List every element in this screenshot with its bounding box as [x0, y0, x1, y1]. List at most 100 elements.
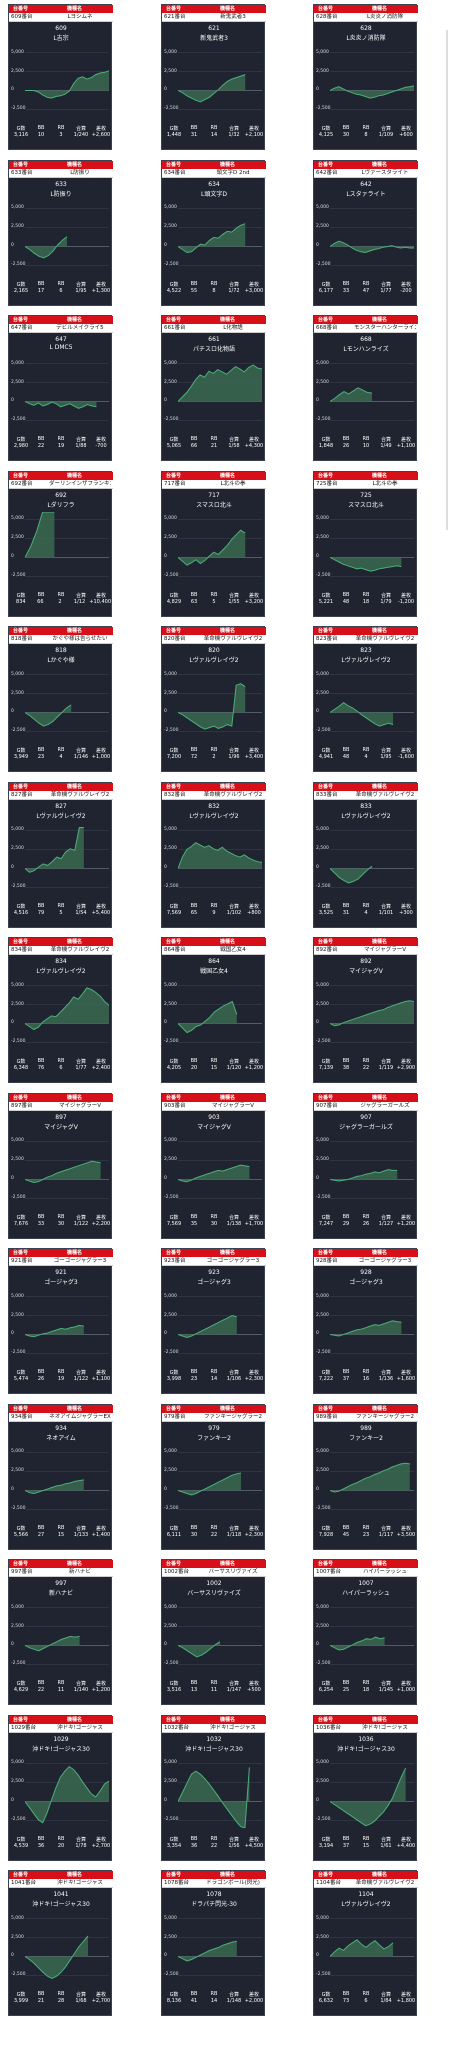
- stats-block: G数 BB RB 合算 差枚 6,632 73 6 1/84 +1,800: [316, 1991, 416, 2004]
- stat-value: 5,065: [166, 443, 182, 449]
- machine-card[interactable]: 台番号 機種名 609番台 Lヨシムネ 609 L吉宗 5,000 2,500 0 -2,500 G…: [8, 4, 113, 150]
- machine-name: ゴーゴージャグラー3: [206, 1258, 260, 1264]
- machine-card[interactable]: 台番号 機種名 647番台 デビルメイクライ5 647 L DMC5 5,000 2,500 0…: [8, 315, 113, 461]
- stat-value: 21: [37, 1998, 45, 2004]
- stats-header-row: G数 BB RB 合算 差枚: [11, 281, 111, 288]
- stat-header: BB: [342, 1213, 350, 1220]
- stat-value: 47: [362, 287, 370, 294]
- stat-value: 22: [37, 1687, 45, 1693]
- machine-card[interactable]: 台番号 機種名 634番台 頭文字D 2nd 634 L頭文字D 5,000 2,500 0 -2…: [161, 159, 266, 306]
- machine-label: 1007番台: [316, 1569, 341, 1575]
- machine-card[interactable]: 台番号 機種名 633番台 L防振り 633 L防振り 5,000 2,500 0 -2,500 G…: [8, 159, 113, 306]
- stat-value: +300: [399, 909, 413, 916]
- machine-card[interactable]: 台番号 機種名 864番台 戦国乙女4 864 戦国乙女4 5,000 2,500 0 -2,50…: [161, 937, 266, 1083]
- machine-card[interactable]: 台番号 機種名 1032番台 沖ドキ!ゴージャス 1032 沖ドキ!ゴージャス30 5,00…: [161, 1714, 266, 1861]
- y-axis-label: 2,500: [316, 846, 329, 852]
- machine-card[interactable]: 台番号 機種名 921番台 ゴーゴージャグラー3 921 ゴージャグ3 5,000 2,500…: [8, 1248, 113, 1394]
- stat-header: 差枚: [248, 1992, 259, 1998]
- stat-header: 差枚: [400, 1992, 411, 1998]
- stats-block: G数 BB RB 合算 差枚 1,448 31 14 1/32 +2,100: [164, 125, 264, 138]
- stat-value: +2,700: [91, 1998, 111, 2004]
- stats-block: G数 BB RB 合算 差枚 5,474 26 19 1/122 +1,100: [11, 1369, 111, 1382]
- machine-label: 628番台: [316, 14, 338, 20]
- machine-card[interactable]: 台番号 機種名 832番台 革命機ヴァルヴレイヴ2 832 Lヴァルヴレイヴ2 5,000 2…: [161, 781, 266, 928]
- machine-label: 1002番台: [164, 1569, 189, 1575]
- y-axis-label: -2,500: [316, 883, 331, 889]
- card-subheader: 923番台 ゴーゴージャグラー3: [162, 1257, 266, 1266]
- y-axis-label: 0: [164, 1953, 167, 1959]
- stat-header: RB: [362, 747, 370, 753]
- machine-card[interactable]: 台番号 機種名 692番台 ダーリンインザフランキス 692 Lダリフラ 5,000 2,50…: [8, 470, 113, 617]
- machine-card[interactable]: 台番号 機種名 820番台 革命機ヴァルヴレイヴ2 820 Lヴァルヴレイヴ2 5,000 2…: [161, 626, 266, 772]
- machine-card[interactable]: 台番号 機種名 668番台 モンスターハンターライズ 668 Lモンハンライズ 5,000 2…: [313, 315, 418, 461]
- y-axis-label: 2,500: [316, 68, 329, 74]
- y-axis-label: 2,500: [11, 535, 24, 541]
- machine-card[interactable]: 台番号 機種名 892番台 マイジャグラーV 892 マイジャグV 5,000 2,500 0 -…: [313, 937, 418, 1083]
- y-axis-label: 0: [316, 1953, 319, 1959]
- y-axis-label: 5,000: [164, 1604, 177, 1610]
- stat-value: 1/72: [228, 287, 240, 294]
- stat-value: 1/77: [380, 287, 392, 294]
- stat-value: +1,100: [91, 1376, 111, 1382]
- machine-card[interactable]: 台番号 機種名 628番台 L炎炎ノ消防隊 628 L炎炎ノ消防隊 5,000 2,500 0 -…: [313, 4, 418, 150]
- card-subheader: 1078番台 ドラゴンボール(閃光): [162, 1879, 266, 1888]
- stat-header: 差枚: [95, 903, 106, 910]
- machine-card[interactable]: 台番号 機種名 1029番台 沖ドキ!ゴージャス 1029 沖ドキ!ゴージャス30 5,00…: [8, 1714, 113, 1861]
- machine-card[interactable]: 台番号 機種名 818番台 かぐや様は告らせたい 818 Lかぐや様 5,000 2,500 0…: [8, 626, 113, 772]
- machine-card[interactable]: 台番号 機種名 923番台 ゴーゴージャグラー3 923 ゴージャグ3 5,000 2,500…: [161, 1248, 266, 1394]
- slump-line: [330, 1767, 407, 1826]
- machine-card[interactable]: 台番号 機種名 907番台 ジャグラーガールズ 907 ジャグラーガールズ 5,000 2,5…: [313, 1092, 418, 1239]
- stats-value-row: 4,522 55 8 1/72 +3,000: [164, 288, 264, 294]
- machine-card[interactable]: 台番号 機種名 833番台 革命機ヴァルヴレイヴ2 833 Lヴァルヴレイヴ2 5,000 2…: [313, 781, 418, 928]
- machine-card[interactable]: 台番号 機種名 928番台 ゴーゴージャグラー3 928 ゴージャグ3 5,000 2,500…: [313, 1248, 418, 1394]
- stat-value: +1,200: [244, 1065, 264, 1071]
- machine-card[interactable]: 台番号 機種名 823番台 革命機ヴァルヴレイヴ2 823 Lヴァルヴレイヴ2 5,000 2…: [313, 626, 418, 772]
- machine-card[interactable]: 台番号 機種名 725番台 L北斗の拳 725 スマスロ北斗 5,000 2,500 0 -2,5…: [313, 470, 418, 617]
- stat-header: RB: [57, 747, 65, 753]
- machine-card[interactable]: 台番号 機種名 834番台 革命機ヴァルヴレイヴ2 834 Lヴァルヴレイヴ2 5,000 2…: [8, 937, 113, 1083]
- machine-card[interactable]: 台番号 機種名 989番台 ファンキージャグラー2 989 ファンキー2 5,000 2,50…: [313, 1403, 418, 1550]
- machine-card[interactable]: 台番号 機種名 717番台 L北斗の拳 717 スマスロ北斗 5,000 2,500 0 -2,5…: [161, 470, 266, 617]
- stats-block: G数 BB RB 合算 差枚 4,125 30 8 1/109 +600: [316, 125, 416, 138]
- card-header: 台番号 機種名: [162, 1715, 266, 1724]
- y-axis-label: 5,000: [164, 516, 177, 522]
- card-subheader: 1036番台 沖ドキ!ゴージャス: [314, 1723, 418, 1733]
- y-axis-label: -2,500: [164, 1505, 179, 1511]
- machine-card[interactable]: 台番号 機種名 1041番台 沖ドキ!ゴージャス 1041 沖ドキ!ゴージャス30 5,00…: [8, 1870, 113, 2016]
- y-axis-label: 0: [11, 398, 14, 404]
- machine-card[interactable]: 台番号 機種名 1078番台 ドラゴンボール(閃光) 1078 ドラパチ閃光-30 5,00…: [161, 1870, 266, 2016]
- header-model-label: 機種名: [67, 1561, 83, 1567]
- machine-card[interactable]: 台番号 機種名 1002番台 バーサスリヴァイズ 1002 バーサスリヴァイズ 5,000 2…: [161, 1559, 266, 1705]
- scrollbar[interactable]: [446, 30, 448, 530]
- y-axis-label: 0: [316, 553, 319, 559]
- stats-value-row: 6,348 76 6 1/77 +2,400: [11, 1065, 111, 1071]
- machine-card[interactable]: 台番号 機種名 1007番台 ハイパーラッシュ 1007 ハイパーラッシュ 5,000 2,5…: [313, 1559, 418, 1705]
- machine-card[interactable]: 台番号 機種名 642番台 Lヴァースタライト 642 Lスタァライト 5,000 2,500…: [313, 159, 418, 306]
- stats-value-row: 4,539 36 20 1/78 +2,700: [11, 1843, 111, 1849]
- machine-card[interactable]: 台番号 機種名 934番台 ネオアイムジャグラーEX 934 ネオアイム 5,000 2,50…: [8, 1403, 113, 1550]
- machine-card[interactable]: 台番号 機種名 1036番台 沖ドキ!ゴージャス 1036 沖ドキ!ゴージャス30 5,00…: [313, 1714, 418, 1861]
- slump-line: [330, 556, 402, 572]
- slump-chart: [25, 1296, 109, 1354]
- machine-card[interactable]: 台番号 機種名 621番台 新鬼武者3 621 新鬼武者3 5,000 2,500 0 -2,50…: [161, 4, 266, 150]
- y-axis-label: 5,000: [11, 1293, 24, 1299]
- machine-card[interactable]: 台番号 機種名 897番台 マイジャグラーV 897 マイジャグV 5,000 2,500 0 -…: [8, 1092, 113, 1239]
- slump-chart: [25, 1918, 109, 1980]
- stats-header-row: G数 BB RB 合算 差枚: [11, 1214, 111, 1221]
- machine-card[interactable]: 台番号 機種名 903番台 マイジャグラーV 903 マイジャグV 5,000 2,500 0 -…: [161, 1092, 266, 1239]
- machine-card[interactable]: 台番号 機種名 979番台 ファンキージャグラー2 979 ファンキー2 5,000 2,50…: [161, 1403, 266, 1550]
- stat-value: +10,400: [89, 598, 111, 605]
- header-model-label: 機種名: [372, 628, 388, 634]
- header-model-label: 機種名: [220, 939, 236, 945]
- machine-card[interactable]: 台番号 機種名 997番台 新ハナビ 997 新ハナビ 5,000 2,500 0 -2,500 G…: [8, 1559, 113, 1705]
- slump-area: [178, 1766, 250, 1828]
- stats-value-row: 3,999 21 28 1/68 +2,700: [11, 1998, 111, 2004]
- machine-card[interactable]: 台番号 機種名 661番台 L化物語 661 パチスロ化物語 5,000 2,500 0 -2,5…: [161, 315, 266, 461]
- machine-card[interactable]: 台番号 機種名 1104番台 革命機ヴァルヴレイヴ2 1104 Lヴァルヴレイヴ2 5,00…: [313, 1870, 418, 2016]
- stat-value: 48: [342, 598, 350, 605]
- y-axis-label: 2,500: [164, 690, 177, 696]
- machine-card[interactable]: 台番号 機種名 827番台 革命機ヴァルヴレイヴ2 827 Lヴァルヴレイヴ2 5,000 2…: [8, 781, 113, 928]
- stat-header: RB: [210, 1369, 218, 1375]
- stat-header: BB: [190, 436, 198, 442]
- machine-name: 革命機ヴァルヴレイヴ2: [203, 791, 263, 798]
